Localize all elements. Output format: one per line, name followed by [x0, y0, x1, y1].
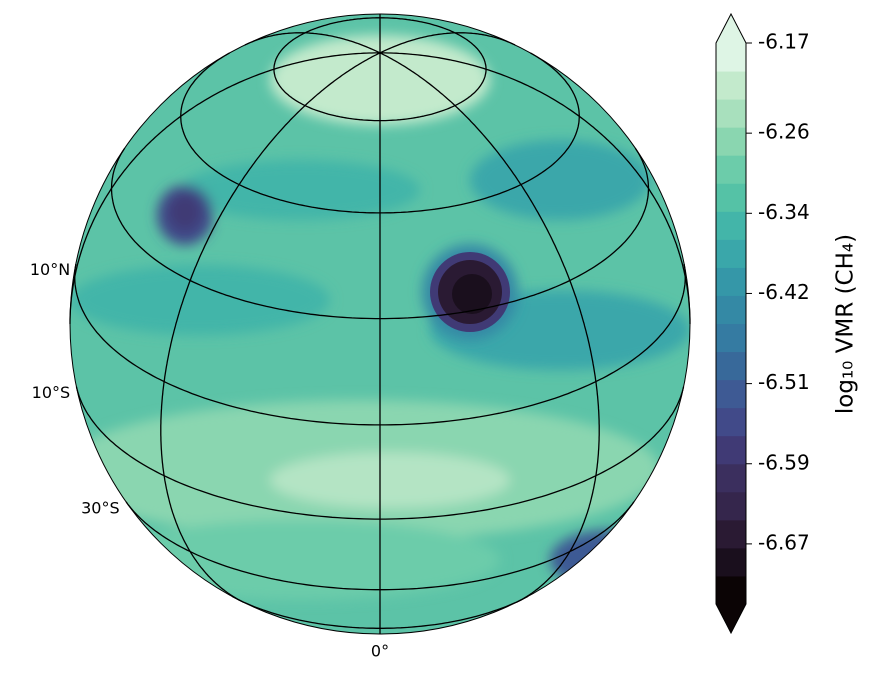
colorbar-band: [716, 211, 746, 240]
globe-outline: [69, 13, 691, 635]
colorbar-tick-label: -6.51: [758, 370, 810, 394]
colorbar-band: [716, 155, 746, 184]
colorbar-band: [716, 547, 746, 577]
meridian: [380, 52, 691, 324]
colorbar-band: [716, 43, 746, 72]
meridian: [379, 52, 600, 603]
colorbar-band: [716, 575, 746, 605]
vortex-core: [452, 274, 492, 314]
colorbar-band: [716, 379, 746, 409]
colorbar-band: [716, 267, 746, 296]
lat-label: 10°N: [30, 260, 70, 279]
colorbar-extend-low: [716, 604, 746, 633]
colorbar-tick-label: -6.26: [758, 120, 810, 144]
colorbar-tick-label: -6.42: [758, 280, 810, 304]
lon-label: 0°: [371, 642, 389, 661]
meridian: [69, 52, 380, 324]
colorbar-band: [716, 99, 746, 128]
lat-label: 30°S: [81, 499, 120, 518]
colorbar: -6.17 -6.26 -6.34 -6.42 -6.51 -6.59 -6.67: [715, 12, 810, 635]
colorbar-band: [716, 519, 746, 549]
colorbar-label: log₁₀ VMR (CH₄): [833, 234, 859, 414]
meridian: [244, 32, 381, 54]
lat-label: 10°S: [32, 383, 71, 402]
colorbar-band: [716, 127, 746, 156]
colorbar-tick-label: -6.59: [758, 450, 810, 474]
meridian: [379, 32, 516, 54]
colorbar-band: [716, 463, 746, 493]
meridian: [160, 52, 381, 603]
colorbar-band: [716, 351, 746, 381]
colorbar-tick-label: -6.34: [758, 200, 810, 224]
colorbar-band: [716, 295, 746, 324]
colorbar-extend-high: [716, 14, 746, 43]
colorbar-tick-label: -6.17: [758, 30, 810, 54]
colorbar-band: [716, 239, 746, 268]
field-texture: [70, 35, 690, 600]
colorbar-band: [716, 491, 746, 521]
colorbar-band: [716, 407, 746, 437]
colorbar-band: [716, 183, 746, 212]
colorbar-tick-label: -6.67: [758, 530, 810, 554]
globe-field: [70, 14, 690, 634]
colorbar-outline: [715, 12, 747, 635]
colorbar-band: [716, 435, 746, 465]
colorbar-band: [716, 323, 746, 353]
graticule: [69, 14, 691, 634]
colorbar-band: [716, 71, 746, 100]
